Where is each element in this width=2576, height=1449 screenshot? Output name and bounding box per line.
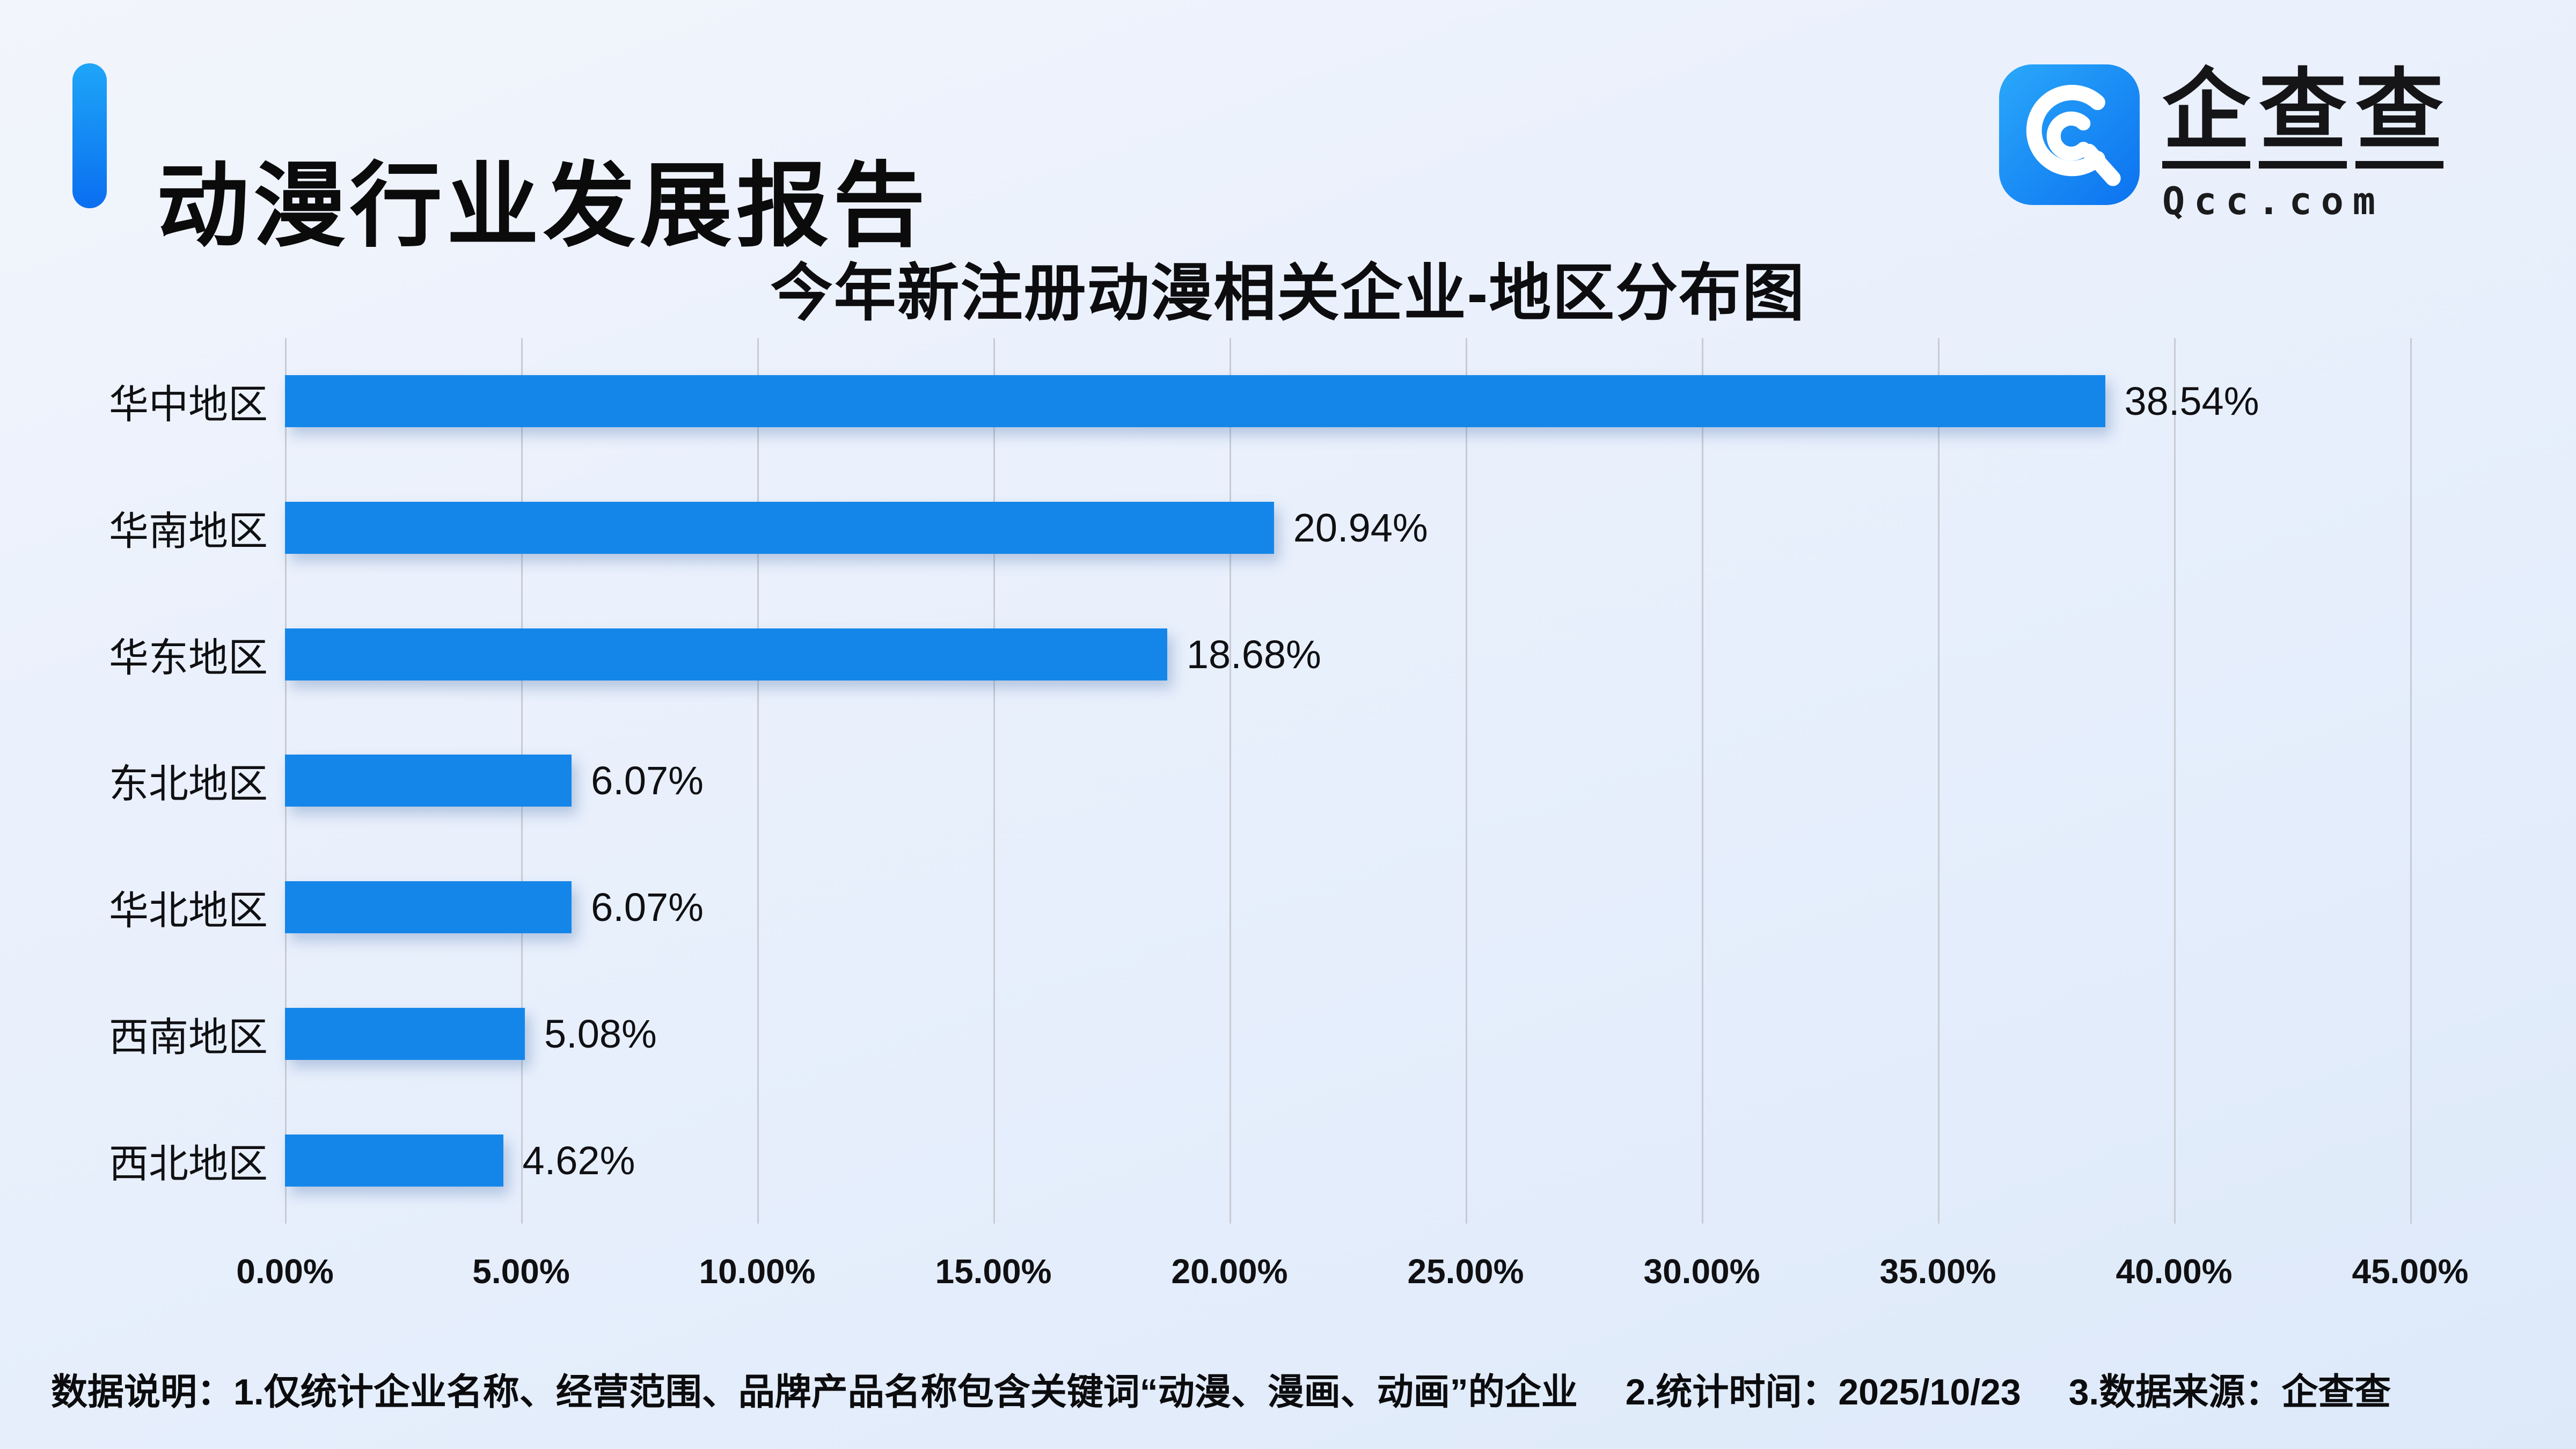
bar-row: 西北地区 4.62% xyxy=(109,1097,2410,1224)
chart-title: 今年新注册动漫相关企业-地区分布图 xyxy=(770,258,1806,328)
value-label: 20.94% xyxy=(1293,506,1428,551)
value-label: 38.54% xyxy=(2124,379,2259,424)
footnote-note-3: 3.数据来源：企查查 xyxy=(2068,1372,2391,1413)
x-tick-label: 30.00% xyxy=(1643,1252,1760,1291)
qcc-logo-name-char: 查 xyxy=(2259,64,2347,169)
footnote: 数据说明：1.仅统计企业名称、经营范围、品牌产品名称包含关键词“动漫、漫画、动画… xyxy=(51,1362,2391,1415)
gridline xyxy=(1702,338,1703,1224)
x-tick-label: 35.00% xyxy=(1879,1252,1996,1291)
category-label: 华南地区 xyxy=(109,509,268,554)
bar-row: 华东地区 18.68% xyxy=(109,591,2410,718)
category-label: 西南地区 xyxy=(109,1014,268,1059)
x-tick-label: 5.00% xyxy=(472,1252,570,1291)
value-label: 4.62% xyxy=(522,1138,635,1183)
category-label: 华中地区 xyxy=(109,382,268,427)
gridline xyxy=(757,338,759,1224)
x-tick-label: 40.00% xyxy=(2116,1252,2233,1291)
footnote-note-1: 数据说明：1.仅统计企业名称、经营范围、品牌产品名称包含关键词“动漫、漫画、动画… xyxy=(51,1372,1578,1413)
title-accent-bar xyxy=(72,63,107,208)
value-label: 18.68% xyxy=(1186,632,1321,677)
value-label: 6.07% xyxy=(591,885,704,930)
qcc-logo-domain: Qcc.com xyxy=(2162,179,2385,224)
bar-row: 东北地区 6.07% xyxy=(109,718,2410,844)
bar xyxy=(285,881,572,934)
bar-row: 华北地区 6.07% xyxy=(109,844,2410,971)
qcc-logo-name-char: 查 xyxy=(2355,64,2444,169)
qcc-logo-text: 企查查 Qcc.com xyxy=(2162,64,2444,224)
value-label: 5.08% xyxy=(544,1011,657,1056)
category-label: 华东地区 xyxy=(109,635,268,680)
x-tick-label: 45.00% xyxy=(2352,1252,2469,1291)
bar xyxy=(285,1134,503,1187)
category-label: 华北地区 xyxy=(109,888,268,933)
x-tick-label: 10.00% xyxy=(699,1252,816,1291)
gridline xyxy=(1938,338,1940,1224)
x-tick-label: 20.00% xyxy=(1171,1252,1288,1291)
x-tick-label: 15.00% xyxy=(935,1252,1052,1291)
value-label: 6.07% xyxy=(591,758,704,803)
plot-area: 0.00% 5.00% 10.00% 15.00% 20.00% 25.00% 30.00%… xyxy=(109,338,2469,1291)
bar xyxy=(285,502,1274,554)
x-tick-label: 25.00% xyxy=(1407,1252,1524,1291)
bar xyxy=(285,628,1167,680)
bar-row: 华中地区 38.54% xyxy=(109,338,2410,465)
bar xyxy=(285,755,572,807)
x-tick-label: 0.00% xyxy=(236,1252,334,1291)
gridline xyxy=(2174,338,2176,1224)
page-title: 动漫行业发展报告 xyxy=(157,155,930,258)
bar-row: 华南地区 20.94% xyxy=(109,465,2410,591)
bar-row: 西南地区 5.08% xyxy=(109,971,2410,1097)
category-label: 西北地区 xyxy=(109,1141,268,1186)
category-label: 东北地区 xyxy=(109,762,268,807)
qcc-logo-name-char: 企 xyxy=(2162,64,2251,169)
qcc-logo: 企查查 Qcc.com xyxy=(1999,64,2444,224)
qcc-logo-icon xyxy=(1999,64,2140,205)
gridline xyxy=(993,338,995,1224)
gridline xyxy=(1230,338,1231,1224)
gridline xyxy=(2410,338,2412,1224)
qcc-logo-name: 企查查 xyxy=(2162,64,2444,169)
bar xyxy=(285,1007,525,1060)
footnote-note-2: 2.统计时间：2025/10/23 xyxy=(1625,1372,2021,1413)
bar xyxy=(285,375,2105,428)
gridline xyxy=(1466,338,1467,1224)
